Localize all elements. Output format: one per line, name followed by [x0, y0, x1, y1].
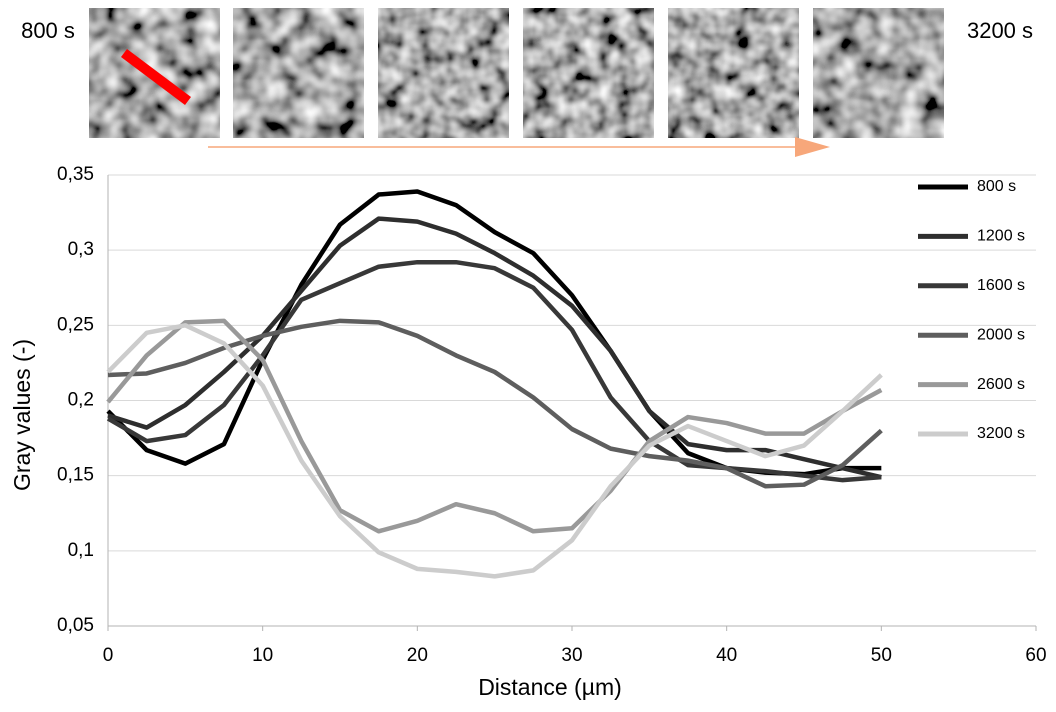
- y-axis-label: Gray values (-): [9, 339, 35, 491]
- x-tick-label: 0: [103, 645, 114, 666]
- x-tick-label: 60: [1025, 645, 1046, 666]
- y-tick-label: 0,35: [57, 164, 94, 185]
- x-axis-label: Distance (µm): [478, 674, 622, 700]
- image-strip: 800 s 3200 s: [21, 8, 1033, 157]
- frame-image: [233, 8, 364, 138]
- y-tick-label: 0,05: [57, 615, 94, 636]
- y-tick-label: 0,3: [68, 239, 94, 260]
- series-line: [106, 318, 883, 534]
- x-tick-label: 50: [871, 645, 892, 666]
- legend-label: 1600 s: [977, 277, 1025, 294]
- arrow-head: [795, 137, 830, 157]
- legend-label: 800 s: [977, 178, 1016, 195]
- profile-line: [121, 49, 191, 105]
- series-line: [107, 318, 883, 489]
- frame-image: [668, 8, 799, 138]
- x-tick-label: 10: [252, 645, 273, 666]
- legend-label: 2000 s: [977, 326, 1025, 343]
- legend-label: 1200 s: [977, 228, 1025, 245]
- frame-image: [813, 8, 944, 138]
- y-tick-label: 0,25: [57, 314, 94, 335]
- frame-image: [378, 8, 509, 138]
- x-tick-label: 20: [407, 645, 428, 666]
- y-tick-label: 0,15: [57, 465, 94, 486]
- legend-label: 3200 s: [977, 425, 1025, 442]
- series-line: [106, 259, 882, 483]
- x-tick-label: 30: [561, 645, 582, 666]
- series-line: [106, 323, 883, 579]
- end-label: 3200 s: [967, 18, 1033, 43]
- y-tick-label: 0,1: [68, 540, 94, 561]
- frame-image: [523, 8, 654, 138]
- start-label: 800 s: [21, 18, 75, 43]
- legend-label: 2600 s: [977, 376, 1025, 393]
- x-tick-label: 40: [716, 645, 737, 666]
- y-tick-label: 0,2: [68, 390, 94, 411]
